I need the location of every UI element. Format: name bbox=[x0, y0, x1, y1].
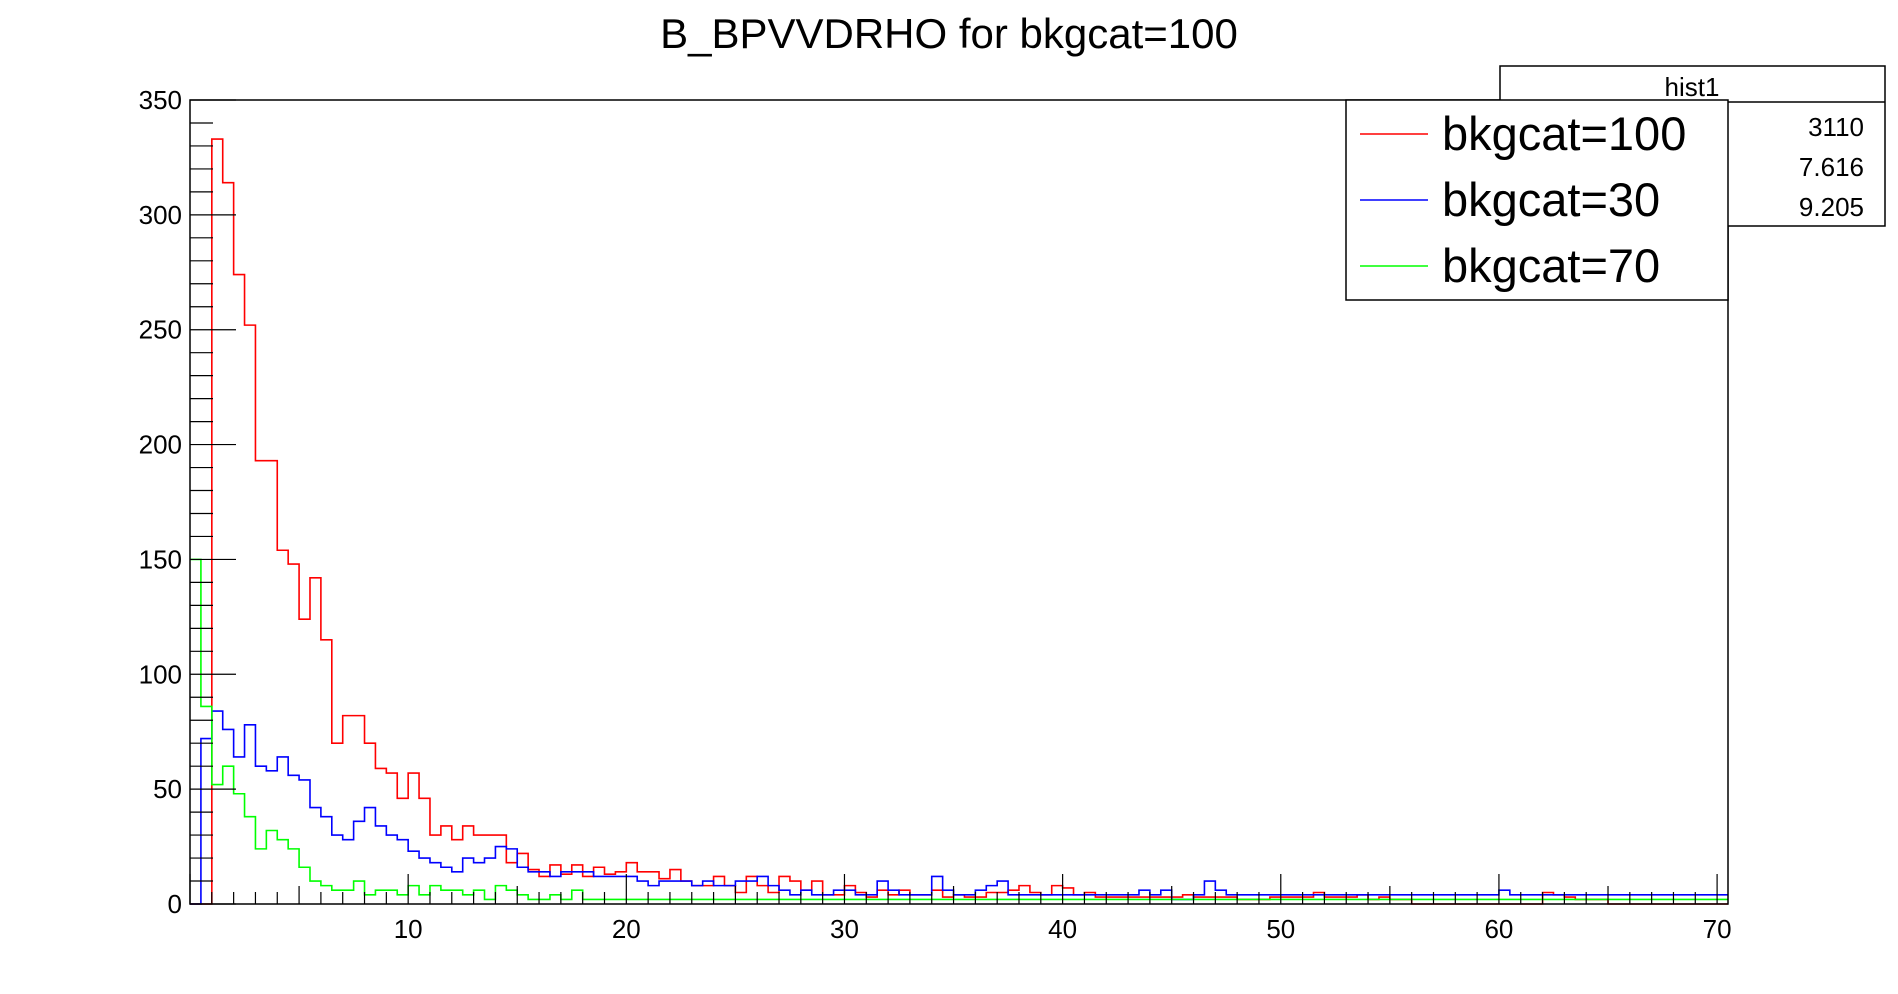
plot-frame bbox=[189, 99, 1729, 905]
legend-label-bkgcat-70: bkgcat=70 bbox=[1442, 239, 1660, 292]
stats-stddev-value: 9.205 bbox=[1799, 192, 1864, 222]
x-tick-label: 20 bbox=[612, 914, 641, 944]
y-tick-label: 300 bbox=[139, 200, 182, 230]
y-tick-label: 200 bbox=[139, 430, 182, 460]
legend-entry-bkgcat-30: bkgcat=30 bbox=[1360, 173, 1660, 226]
stats-entries-value: 3110 bbox=[1808, 112, 1864, 142]
y-tick-label: 350 bbox=[139, 85, 182, 115]
y-tick-label: 0 bbox=[168, 889, 182, 919]
x-tick-label: 60 bbox=[1484, 914, 1513, 944]
series-line-bkgcat-100 bbox=[190, 138, 1728, 905]
chart-title: B_BPVVDRHO for bkgcat=100 bbox=[660, 10, 1238, 57]
x-tick-label: 50 bbox=[1266, 914, 1295, 944]
y-axis: 0 50 100 150 200 250 300 350 bbox=[139, 85, 236, 919]
x-tick-label: 10 bbox=[394, 914, 423, 944]
series-line-bkgcat-70 bbox=[190, 558, 1728, 901]
stats-box-name: hist1 bbox=[1665, 72, 1720, 102]
x-tick-label: 70 bbox=[1703, 914, 1732, 944]
x-axis: 10 20 30 40 50 60 70 bbox=[189, 874, 1732, 944]
y-tick-label: 250 bbox=[139, 315, 182, 345]
x-tick-label: 30 bbox=[830, 914, 859, 944]
legend-entry-bkgcat-100: bkgcat=100 bbox=[1360, 107, 1686, 160]
legend-label-bkgcat-30: bkgcat=30 bbox=[1442, 173, 1660, 226]
x-tick-label: 40 bbox=[1048, 914, 1077, 944]
y-tick-label: 100 bbox=[139, 659, 182, 689]
legend-label-bkgcat-100: bkgcat=100 bbox=[1442, 107, 1686, 160]
legend-entry-bkgcat-70: bkgcat=70 bbox=[1360, 239, 1660, 292]
y-tick-label: 150 bbox=[139, 544, 182, 574]
stats-mean-value: 7.616 bbox=[1799, 152, 1864, 182]
y-tick-label: 50 bbox=[153, 774, 182, 804]
legend: bkgcat=100 bkgcat=30 bkgcat=70 bbox=[1345, 99, 1729, 301]
